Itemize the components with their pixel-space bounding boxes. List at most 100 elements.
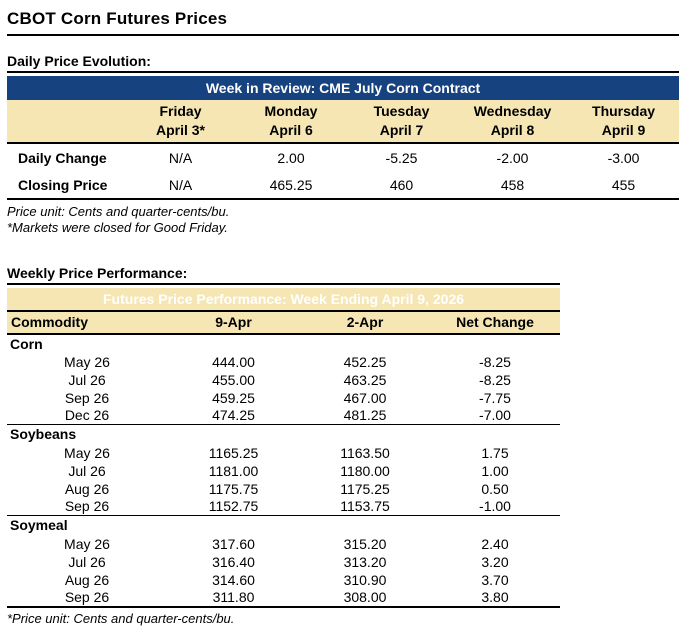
contract-label: Sep 26 (64, 389, 110, 406)
contract-label: Jul 26 (68, 462, 106, 479)
col-2-apr: 2-Apr (300, 310, 430, 335)
daily-col-empty (7, 100, 125, 144)
weekly-header-row: Commodity 9-Apr 2-Apr Net Change (7, 310, 561, 335)
group-row-soymeal: Soymeal (7, 515, 561, 535)
daily-price-table: Week in Review: CME July Corn Contract F… (7, 76, 680, 200)
price-9apr: 316.40 (212, 553, 255, 570)
table-row: Dec 26 474.25 481.25 -7.00 (7, 407, 560, 425)
net-change: -8.25 (479, 371, 511, 388)
row-label: Closing Price (7, 171, 125, 200)
price-9apr: 1165.25 (208, 444, 259, 461)
price-9apr: 317.60 (212, 535, 255, 552)
daily-col-tuesday: Tuesday April 7 (346, 100, 457, 144)
table-row: Sep 26 1152.75 1153.75 -1.00 (7, 498, 560, 516)
contract-label: May 26 (64, 444, 110, 461)
group-name: Corn (10, 335, 43, 352)
closing-price-friday: N/A (125, 171, 236, 200)
daily-change-monday: 2.00 (277, 149, 305, 166)
net-change: 1.75 (481, 444, 509, 461)
weekly-performance-section: Weekly Price Performance: Futures Price … (7, 265, 679, 627)
day-name: Wednesday (473, 103, 552, 120)
table-row: Jul 26 1181.00 1180.00 1.00 (7, 462, 560, 480)
day-date: April 8 (490, 122, 535, 138)
net-change: 1.00 (481, 462, 509, 479)
daily-table-banner: Week in Review: CME July Corn Contract (7, 76, 680, 100)
price-2apr: 467.00 (343, 389, 387, 406)
contract-label: May 26 (64, 353, 110, 370)
contract-label: Dec 26 (64, 407, 110, 424)
price-9apr: 444.00 (212, 353, 255, 370)
daily-header-row: Friday April 3* Monday April 6 Tuesday A… (7, 100, 680, 144)
price-2apr: 481.25 (343, 407, 387, 424)
contract-label: Sep 26 (7, 588, 167, 608)
price-9apr: 314.60 (212, 571, 255, 588)
price-2apr: 1163.50 (340, 444, 390, 461)
price-9apr: 1152.75 (208, 498, 259, 515)
price-2apr: 1153.75 (340, 498, 390, 515)
price-2apr: 1180.00 (340, 462, 390, 479)
contract-label: Jul 26 (68, 371, 106, 388)
net-change: 3.80 (430, 588, 561, 608)
table-row: May 26 444.00 452.25 -8.25 (7, 353, 560, 371)
price-2apr: 310.90 (343, 571, 387, 588)
daily-change-thursday: -3.00 (607, 149, 640, 166)
group-name: Soybeans (7, 424, 561, 444)
table-row: Jul 26 455.00 463.25 -8.25 (7, 371, 560, 389)
closing-price-thursday: 455 (568, 171, 680, 200)
closing-price-tuesday: 460 (346, 171, 457, 200)
price-2apr: 452.25 (343, 353, 387, 370)
weekly-price-unit-note: *Price unit: Cents and quarter-cents/bu. (7, 610, 235, 626)
group-row-corn: Corn (7, 334, 560, 353)
day-date: April 9 (601, 122, 646, 138)
day-date: April 6 (269, 122, 313, 138)
net-change: 3.20 (481, 553, 509, 570)
contract-label: May 26 (64, 535, 110, 552)
daily-section-heading: Daily Price Evolution: (7, 53, 679, 73)
daily-change-tuesday: -5.25 (385, 149, 418, 166)
daily-footnotes: Price unit: Cents and quarter-cents/bu. … (7, 204, 679, 236)
daily-col-wednesday: Wednesday April 8 (457, 100, 568, 144)
weekly-banner-row: Futures Price Performance: Week Ending A… (7, 287, 561, 312)
table-row: May 26 317.60 315.20 2.40 (7, 535, 560, 553)
row-label: Daily Change (18, 149, 107, 166)
page-title: CBOT Corn Futures Prices (7, 9, 679, 36)
group-name: Soymeal (7, 515, 561, 535)
price-9apr: 1175.75 (208, 480, 259, 497)
contract-label: Jul 26 (68, 553, 106, 570)
price-unit-note: Price unit: Cents and quarter-cents/bu. (7, 204, 230, 219)
col-commodity: Commodity (7, 310, 167, 335)
col-net-change: Net Change (430, 310, 561, 335)
col-9-apr: 9-Apr (167, 310, 300, 335)
daily-col-friday: Friday April 3* (125, 100, 236, 144)
daily-change-wednesday: -2.00 (496, 149, 529, 166)
table-row: Sep 26 311.80 308.00 3.80 (7, 588, 561, 608)
closing-price-monday: 465.25 (236, 171, 346, 200)
day-name: Friday (159, 103, 202, 120)
daily-banner-row: Week in Review: CME July Corn Contract (7, 76, 680, 100)
daily-change-row: Daily Change N/A 2.00 -5.25 -2.00 -3.00 (7, 143, 679, 171)
closing-price-wednesday: 458 (457, 171, 568, 200)
table-row: Sep 26 459.25 467.00 -7.75 (7, 389, 560, 407)
weekly-performance-table: Futures Price Performance: Week Ending A… (7, 287, 561, 608)
price-2apr: 1175.25 (340, 480, 390, 497)
net-change: -7.75 (479, 389, 511, 406)
price-9apr: 311.80 (167, 588, 300, 608)
weekly-section-heading: Weekly Price Performance: (7, 265, 560, 285)
table-row: May 26 1165.25 1163.50 1.75 (7, 444, 560, 462)
group-row-soybeans: Soybeans (7, 424, 561, 444)
net-change: -1.00 (479, 498, 511, 515)
price-9apr: 474.25 (212, 407, 255, 424)
price-9apr: 1181.00 (208, 462, 259, 479)
price-2apr: 308.00 (300, 588, 430, 608)
contract-label: Sep 26 (64, 498, 110, 515)
closing-price-row: Closing Price N/A 465.25 460 458 455 (7, 171, 680, 200)
daily-col-thursday: Thursday April 9 (568, 100, 680, 144)
net-change: 0.50 (481, 480, 509, 497)
daily-col-monday: Monday April 6 (236, 100, 346, 144)
contract-label: Aug 26 (64, 480, 110, 497)
price-9apr: 459.25 (212, 389, 255, 406)
day-date: April 3* (155, 122, 205, 138)
net-change: 3.70 (481, 571, 509, 588)
net-change: -7.00 (479, 407, 511, 424)
table-row: Aug 26 314.60 310.90 3.70 (7, 571, 560, 589)
